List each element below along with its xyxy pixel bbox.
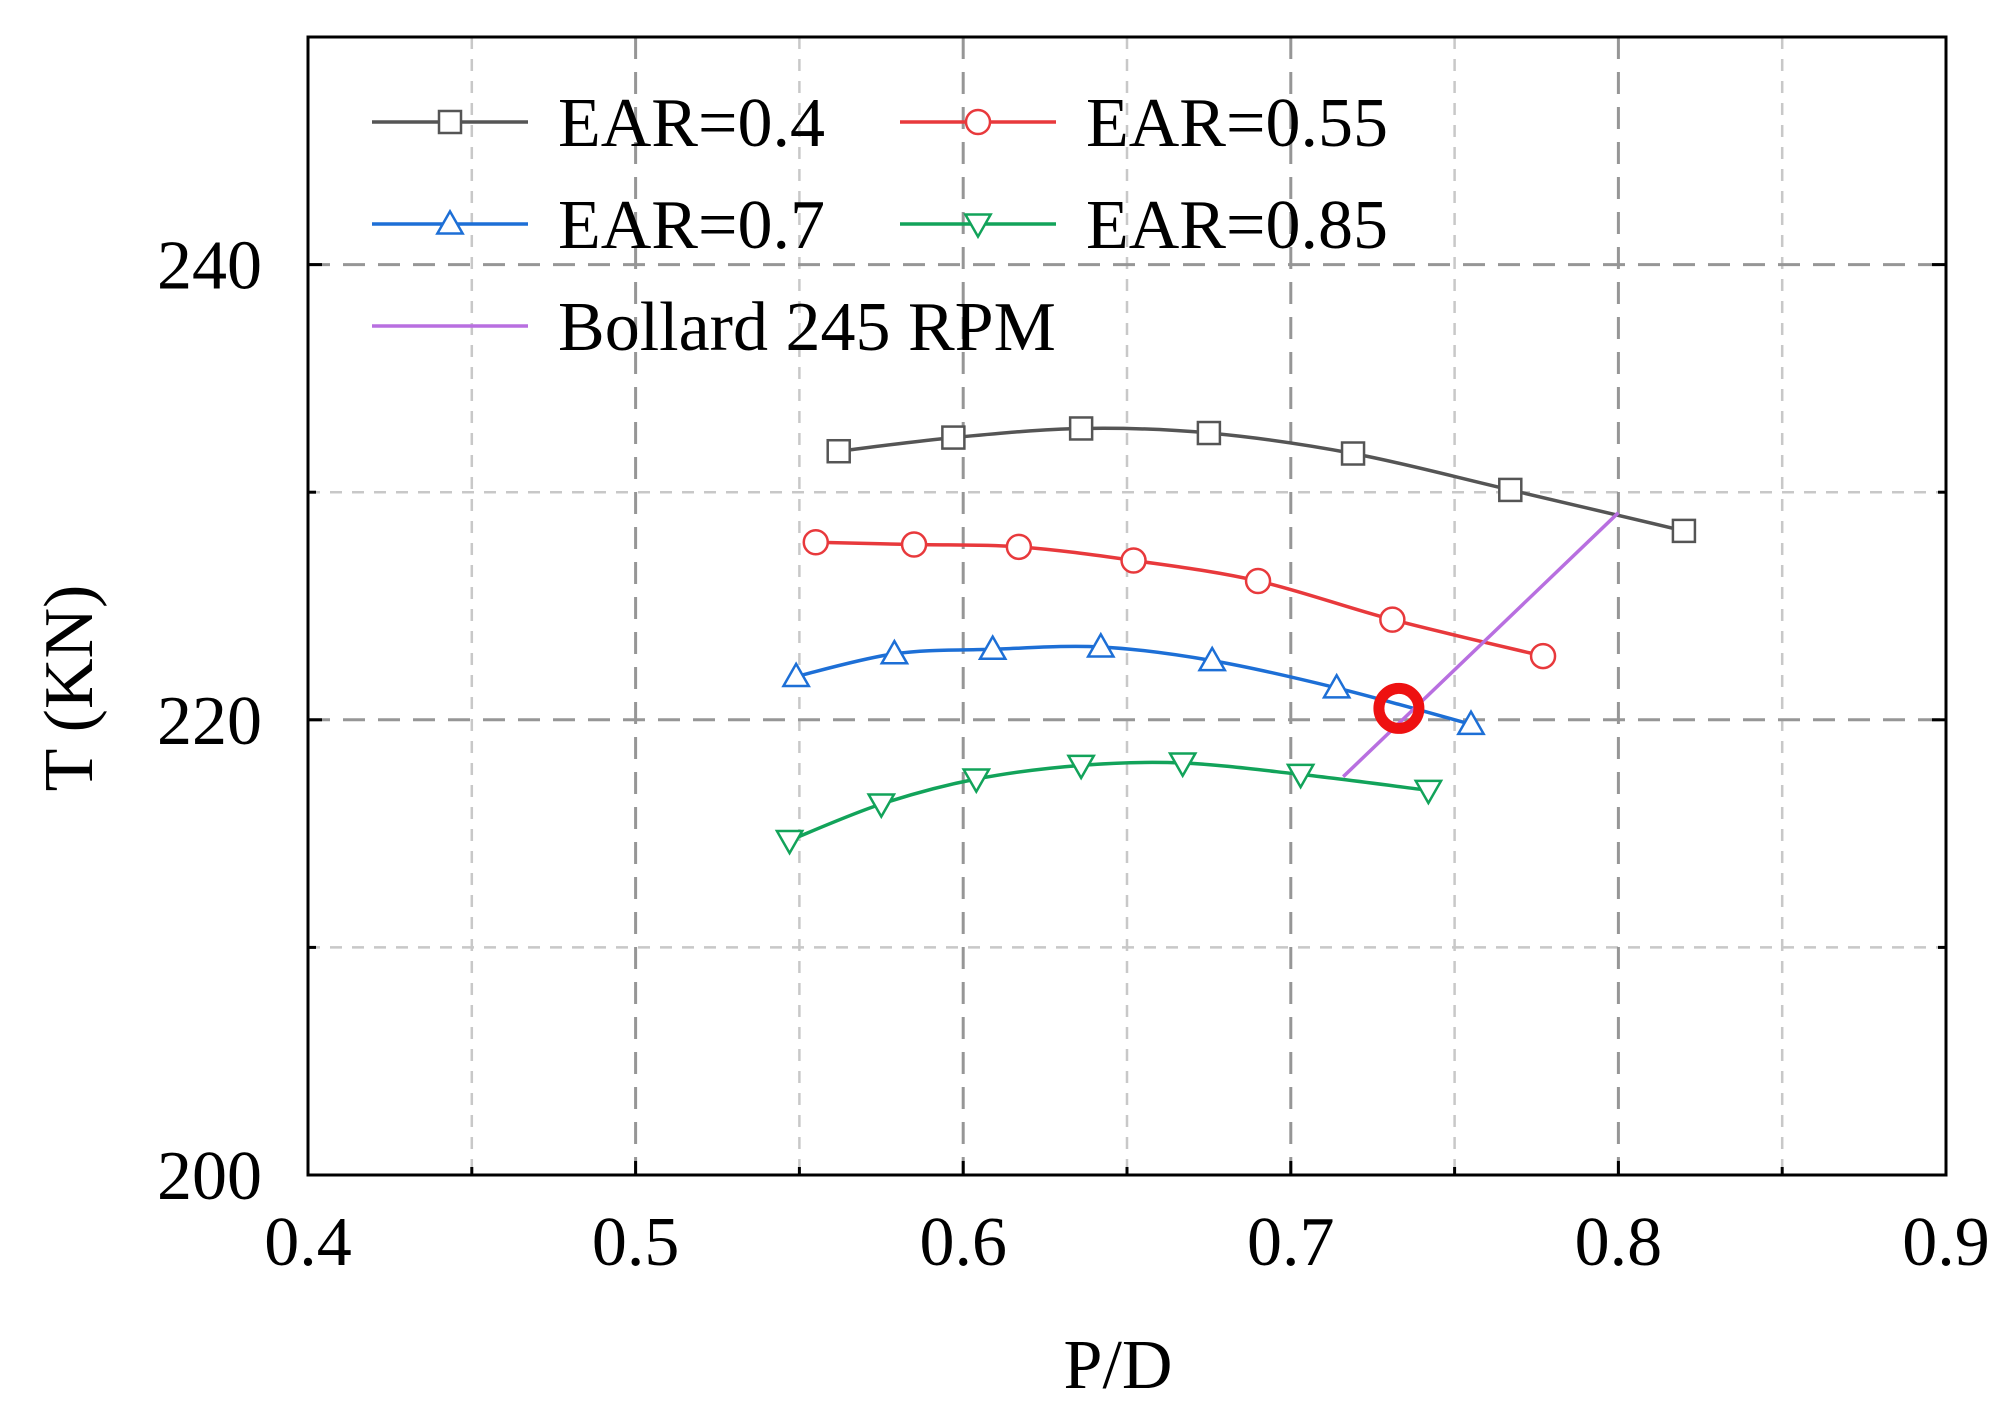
data-point	[774, 829, 805, 856]
x-tick-label: 0.8	[1575, 1204, 1663, 1281]
data-point	[1285, 763, 1316, 790]
legend-label: Bollard 245 RPM	[558, 289, 1056, 366]
y-axis-title: T (KN)	[31, 585, 108, 792]
legend: EAR=0.4 EAR=0.55 EAR=0.7 EAR=0.85 Bollard 24…	[372, 85, 1388, 366]
y-tick-label: 200	[157, 1138, 262, 1215]
x-axis-title: P/D	[1064, 1327, 1173, 1404]
grid-layer	[308, 37, 1946, 1175]
series-bollard-245-rpm	[1342, 511, 1620, 778]
annotation-layer	[1373, 682, 1425, 734]
x-tick-label: 0.7	[1247, 1204, 1335, 1281]
series-layer	[774, 416, 1697, 856]
data-point	[1340, 441, 1366, 466]
highlight-point	[1373, 682, 1425, 734]
data-point	[1167, 752, 1198, 779]
legend-marker	[964, 108, 992, 136]
data-point	[1529, 642, 1557, 670]
legend-item: EAR=0.4	[372, 85, 825, 162]
x-tick-label: 0.5	[592, 1204, 680, 1281]
data-point	[900, 531, 928, 558]
series-ear-0-85	[774, 752, 1444, 856]
legend-label: EAR=0.4	[558, 85, 825, 162]
data-point	[941, 425, 966, 450]
data-point	[961, 768, 992, 795]
x-tick-label: 0.4	[264, 1204, 352, 1281]
data-point	[1196, 420, 1222, 446]
y-tick-label: 240	[157, 228, 262, 305]
x-tick-label: 0.6	[919, 1204, 1007, 1281]
y-tick-label: 220	[157, 683, 262, 760]
series-line	[1342, 511, 1620, 778]
legend-marker	[435, 208, 465, 235]
data-point	[1244, 567, 1272, 595]
data-point	[879, 638, 910, 665]
data-point	[826, 438, 851, 464]
data-point	[1085, 631, 1116, 658]
legend-item: Bollard 245 RPM	[372, 289, 1056, 366]
data-point	[1066, 754, 1096, 781]
data-point	[1197, 645, 1227, 672]
data-point	[1379, 606, 1406, 633]
data-point	[1120, 547, 1147, 574]
data-point	[781, 661, 811, 688]
data-point	[1413, 779, 1444, 806]
data-point	[1005, 533, 1033, 561]
series-ear-0-4	[826, 416, 1697, 544]
data-point	[977, 634, 1008, 660]
data-point	[1671, 518, 1697, 544]
legend-marker	[963, 213, 993, 240]
series-ear-0-7	[781, 631, 1486, 736]
x-tick-label: 0.9	[1902, 1204, 1990, 1281]
data-point	[866, 793, 897, 820]
legend-label: EAR=0.7	[558, 187, 825, 264]
data-point	[1321, 672, 1352, 699]
legend-item: EAR=0.85	[900, 187, 1388, 264]
legend-item: EAR=0.55	[900, 85, 1388, 162]
series-ear-0-55	[802, 529, 1557, 670]
data-point	[802, 529, 830, 556]
legend-marker	[437, 109, 463, 135]
data-point	[1456, 709, 1486, 736]
legend-label: EAR=0.85	[1086, 187, 1388, 264]
legend-item: EAR=0.7	[372, 187, 825, 264]
tick-layer: 0.4 0.5 0.6 0.7 0.8 0.9 200 220 240	[157, 228, 1990, 1281]
data-point	[1498, 477, 1523, 503]
legend-label: EAR=0.55	[1086, 85, 1388, 162]
data-point	[1068, 416, 1094, 441]
